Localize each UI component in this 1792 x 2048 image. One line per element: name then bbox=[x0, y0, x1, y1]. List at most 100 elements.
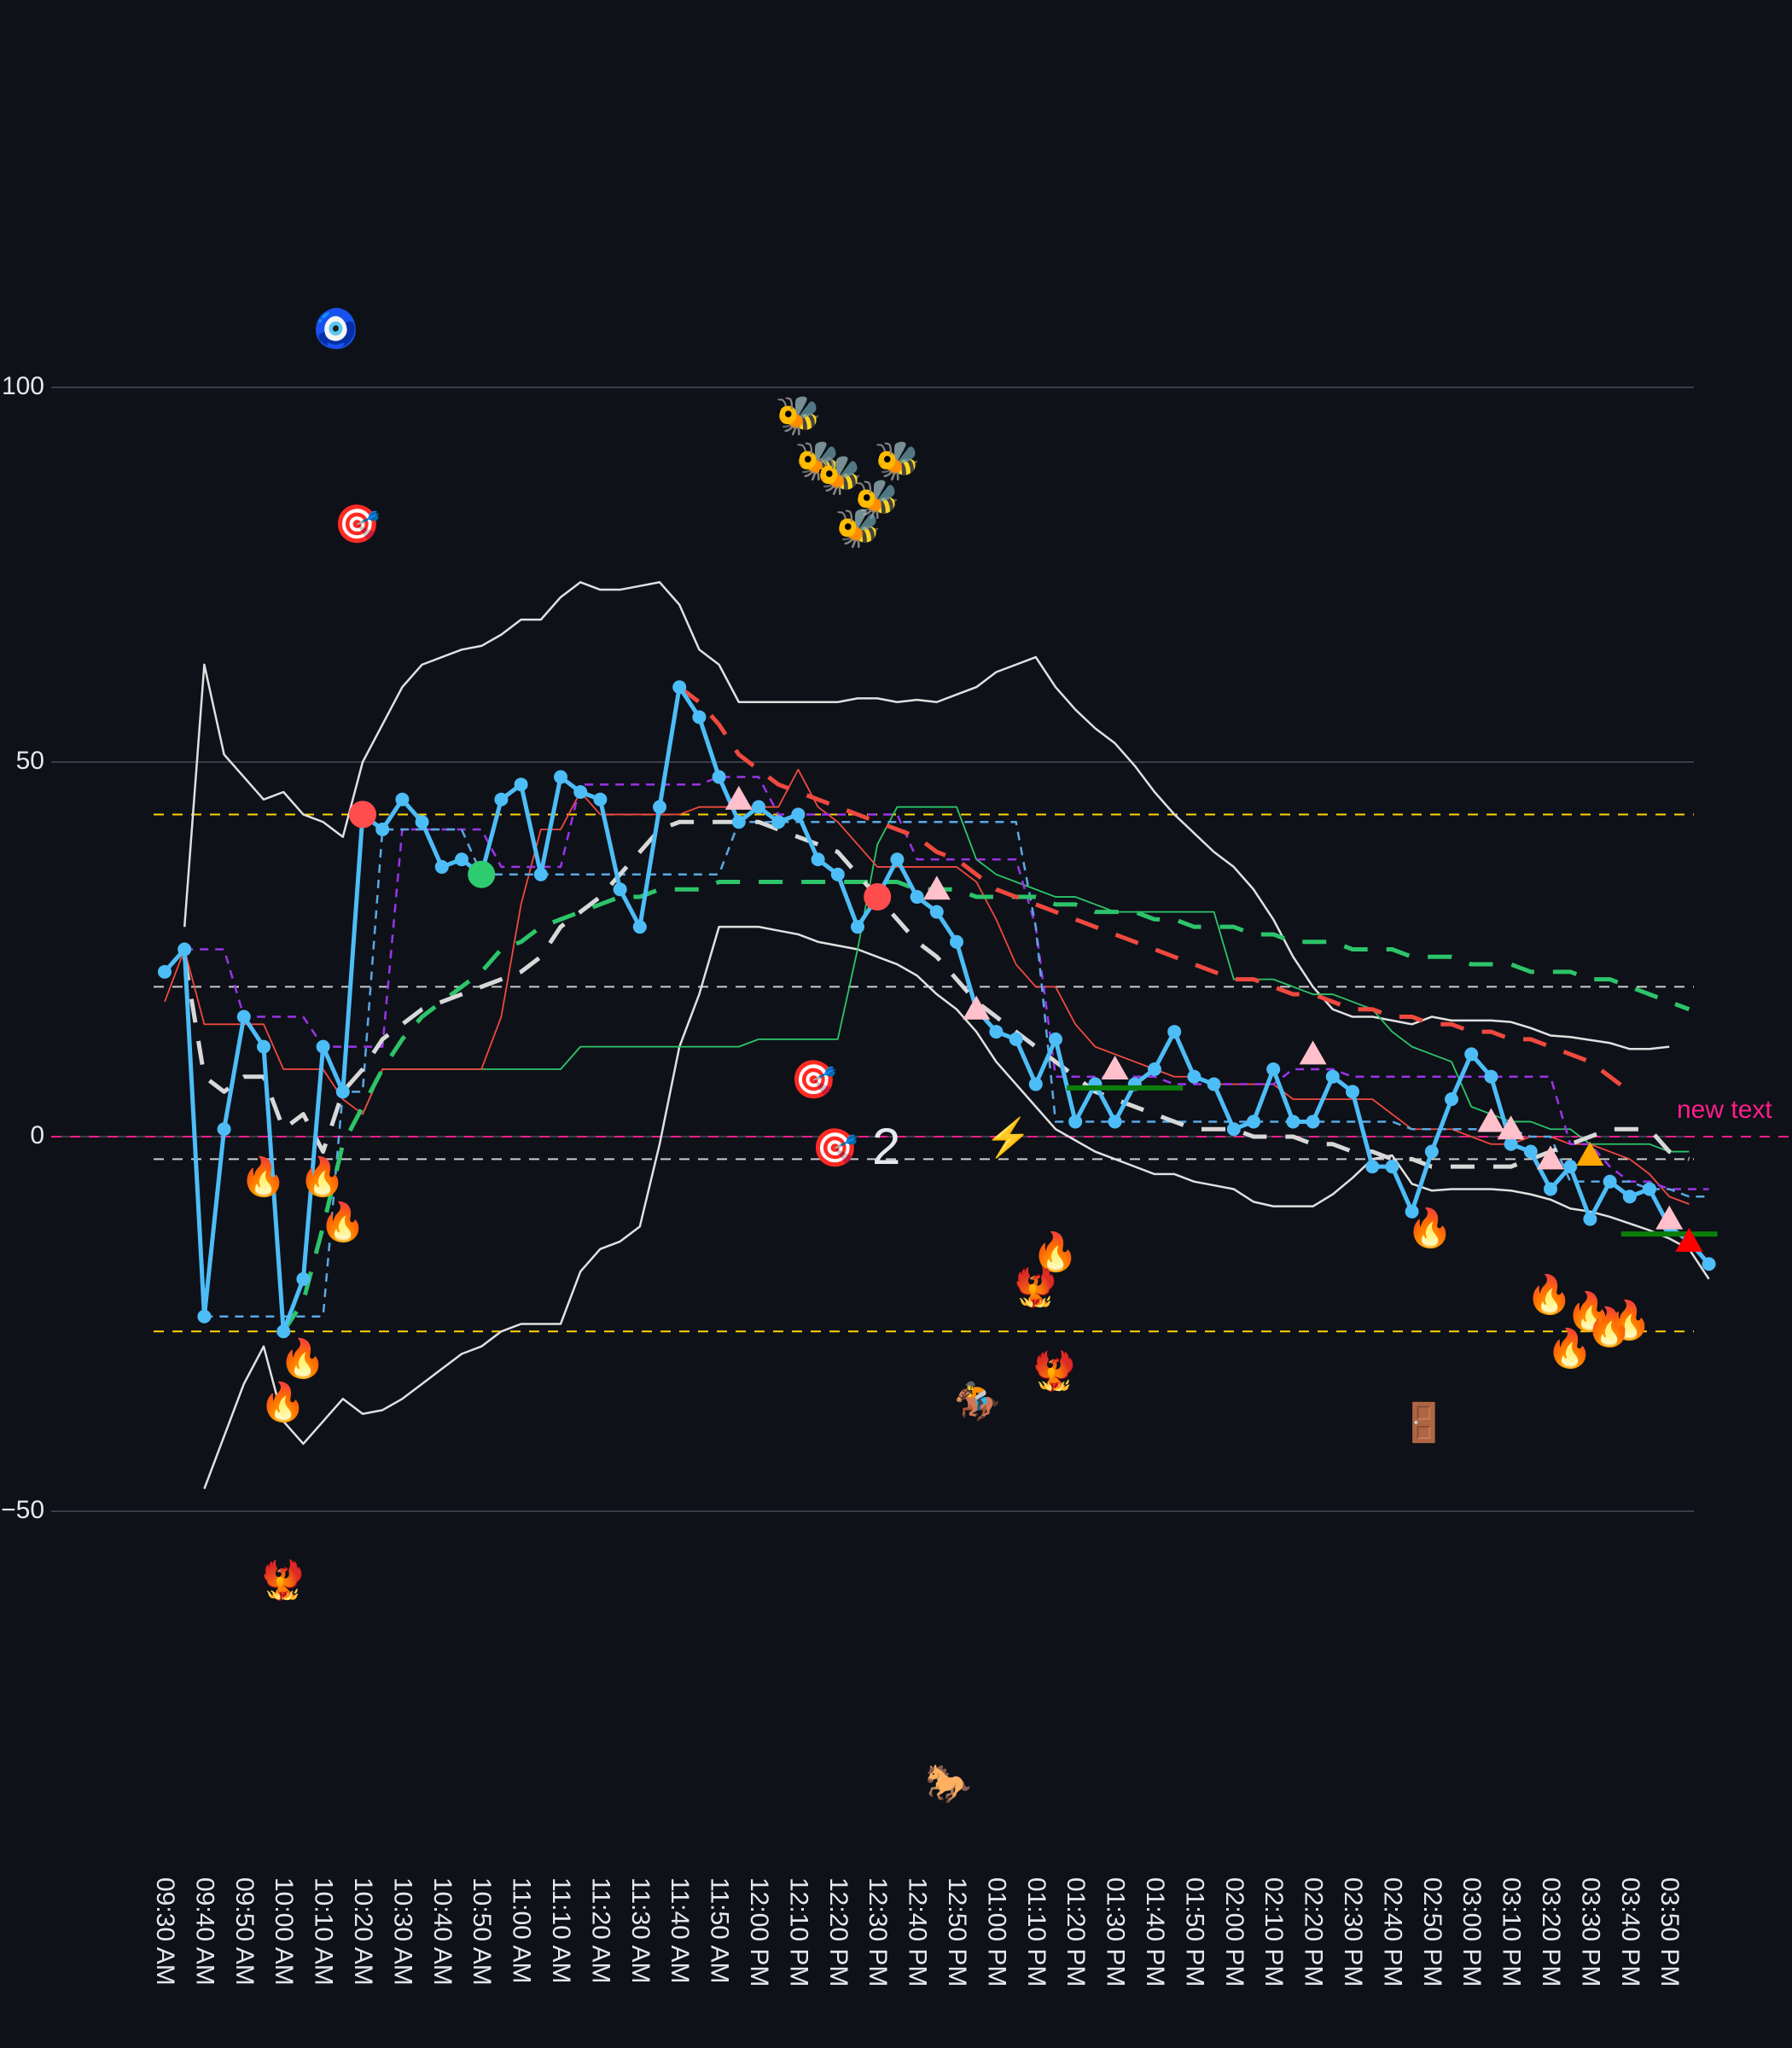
bee-icon: 🐝 bbox=[794, 440, 841, 482]
data-point bbox=[257, 1039, 271, 1054]
series-blue-dashed bbox=[204, 820, 1709, 1318]
x-tick-label: 03:20 PM bbox=[1537, 1877, 1565, 1987]
horse-icon: 🐎 bbox=[925, 1763, 972, 1805]
data-point bbox=[1028, 1077, 1043, 1091]
fire-icon: 🔥 bbox=[1406, 1207, 1453, 1249]
x-tick-label: 02:50 PM bbox=[1417, 1877, 1446, 1987]
grid-lines bbox=[51, 387, 1694, 1512]
fire-icon: 🔥 bbox=[299, 1156, 346, 1198]
series-lines bbox=[158, 581, 1716, 1490]
data-point bbox=[276, 1324, 291, 1339]
bee-icon: 🐝 bbox=[874, 440, 921, 482]
x-tick-label: 12:00 PM bbox=[745, 1877, 773, 1987]
x-tick-label: 11:40 AM bbox=[666, 1877, 695, 1984]
data-point bbox=[236, 1009, 251, 1024]
x-tick-label: 12:40 PM bbox=[903, 1877, 932, 1987]
x-tick-label: 12:50 PM bbox=[943, 1877, 971, 1987]
data-point bbox=[1286, 1114, 1300, 1129]
x-tick-label: 12:10 PM bbox=[784, 1877, 813, 1987]
x-tick-label: 10:50 AM bbox=[468, 1877, 497, 1986]
triangle-marker bbox=[1477, 1108, 1505, 1132]
x-tick-label: 10:20 AM bbox=[349, 1877, 377, 1986]
data-point bbox=[890, 852, 905, 867]
x-tick-label: 01:00 PM bbox=[982, 1877, 1011, 1987]
triangle-marker bbox=[963, 995, 991, 1020]
data-point bbox=[1148, 1062, 1161, 1076]
x-tick-label: 01:10 PM bbox=[1021, 1877, 1050, 1987]
data-point bbox=[1325, 1069, 1340, 1084]
data-point bbox=[395, 792, 410, 806]
x-tick-label: 11:30 AM bbox=[625, 1877, 655, 1984]
x-tick-label: 01:40 PM bbox=[1141, 1877, 1169, 1987]
x-tick-label: 02:30 PM bbox=[1339, 1877, 1367, 1987]
series-green-thin bbox=[362, 806, 1690, 1153]
data-point bbox=[989, 1025, 1004, 1039]
data-point bbox=[910, 890, 924, 905]
data-point bbox=[1385, 1160, 1399, 1174]
data-point bbox=[752, 800, 765, 814]
data-point bbox=[1266, 1062, 1281, 1076]
phoenix-icon: 🐦‍🔥 bbox=[259, 1560, 306, 1602]
data-point bbox=[1603, 1174, 1617, 1189]
signal-dot bbox=[468, 860, 496, 888]
data-point bbox=[1187, 1069, 1201, 1084]
series-red-thin bbox=[164, 768, 1690, 1205]
fire-icon: 🔥 bbox=[259, 1382, 306, 1423]
data-point bbox=[830, 867, 845, 881]
triangle-marker bbox=[1101, 1055, 1129, 1079]
series-green-dashed-ma bbox=[282, 879, 1690, 1333]
nazar-amulet-icon: 🧿 bbox=[312, 308, 359, 350]
triangle-marker bbox=[922, 876, 951, 900]
data-point bbox=[731, 815, 746, 829]
bee-icon: 🐝 bbox=[853, 479, 900, 521]
x-tick-label: 11:00 AM bbox=[507, 1877, 536, 1984]
data-point bbox=[434, 859, 449, 874]
fire-icon: 🔥 bbox=[319, 1201, 366, 1243]
y-tick-label: 100 bbox=[1, 372, 44, 400]
fire-icon: 🔥 bbox=[240, 1156, 287, 1198]
triangle-marker bbox=[724, 785, 753, 810]
series-white-dashed-ma bbox=[182, 819, 1690, 1169]
direct-hit-icon: 🎯 bbox=[790, 1059, 837, 1101]
bee-icon: 🐝 bbox=[816, 455, 863, 497]
reference-line-label: new text bbox=[1677, 1096, 1772, 1124]
data-point bbox=[929, 905, 944, 919]
y-tick-label: −50 bbox=[1, 1496, 44, 1524]
fire-icon: 🔥 bbox=[1032, 1231, 1079, 1273]
triangle-marker bbox=[1675, 1227, 1703, 1252]
data-point bbox=[1365, 1160, 1380, 1174]
bee-icon: 🐝 bbox=[775, 395, 822, 437]
data-point bbox=[593, 792, 608, 806]
data-point bbox=[791, 807, 806, 822]
data-point bbox=[1424, 1144, 1439, 1159]
data-point bbox=[1306, 1114, 1320, 1129]
y-tick-label: 0 bbox=[30, 1121, 44, 1149]
data-point bbox=[771, 815, 786, 829]
data-point bbox=[1622, 1190, 1637, 1204]
data-point bbox=[811, 852, 825, 867]
x-tick-label: 02:40 PM bbox=[1378, 1877, 1407, 1987]
fire-icon: 🔥 bbox=[1526, 1274, 1573, 1316]
data-point bbox=[296, 1271, 311, 1286]
data-point bbox=[672, 680, 687, 695]
data-point bbox=[1167, 1025, 1182, 1039]
data-point bbox=[632, 920, 647, 934]
x-tick-label: 03:30 PM bbox=[1576, 1877, 1605, 1987]
data-point bbox=[158, 964, 172, 979]
data-point bbox=[1464, 1047, 1479, 1062]
data-point bbox=[554, 770, 567, 784]
series-red-dashed-ma bbox=[678, 685, 1632, 1094]
door-icon: 🚪 bbox=[1400, 1402, 1447, 1444]
x-tick-label: 01:20 PM bbox=[1062, 1877, 1091, 1987]
data-point bbox=[1702, 1257, 1716, 1271]
data-point bbox=[1226, 1122, 1241, 1137]
direct-hit-icon: 🎯 bbox=[812, 1127, 858, 1169]
triangle-marker bbox=[1576, 1141, 1604, 1166]
fire-icon: 🔥 bbox=[1605, 1300, 1652, 1341]
data-point bbox=[613, 882, 627, 897]
triangle-marker bbox=[1537, 1145, 1564, 1170]
x-tick-label: 10:00 AM bbox=[270, 1877, 299, 1986]
data-point bbox=[1563, 1160, 1578, 1174]
data-point bbox=[1583, 1212, 1597, 1226]
